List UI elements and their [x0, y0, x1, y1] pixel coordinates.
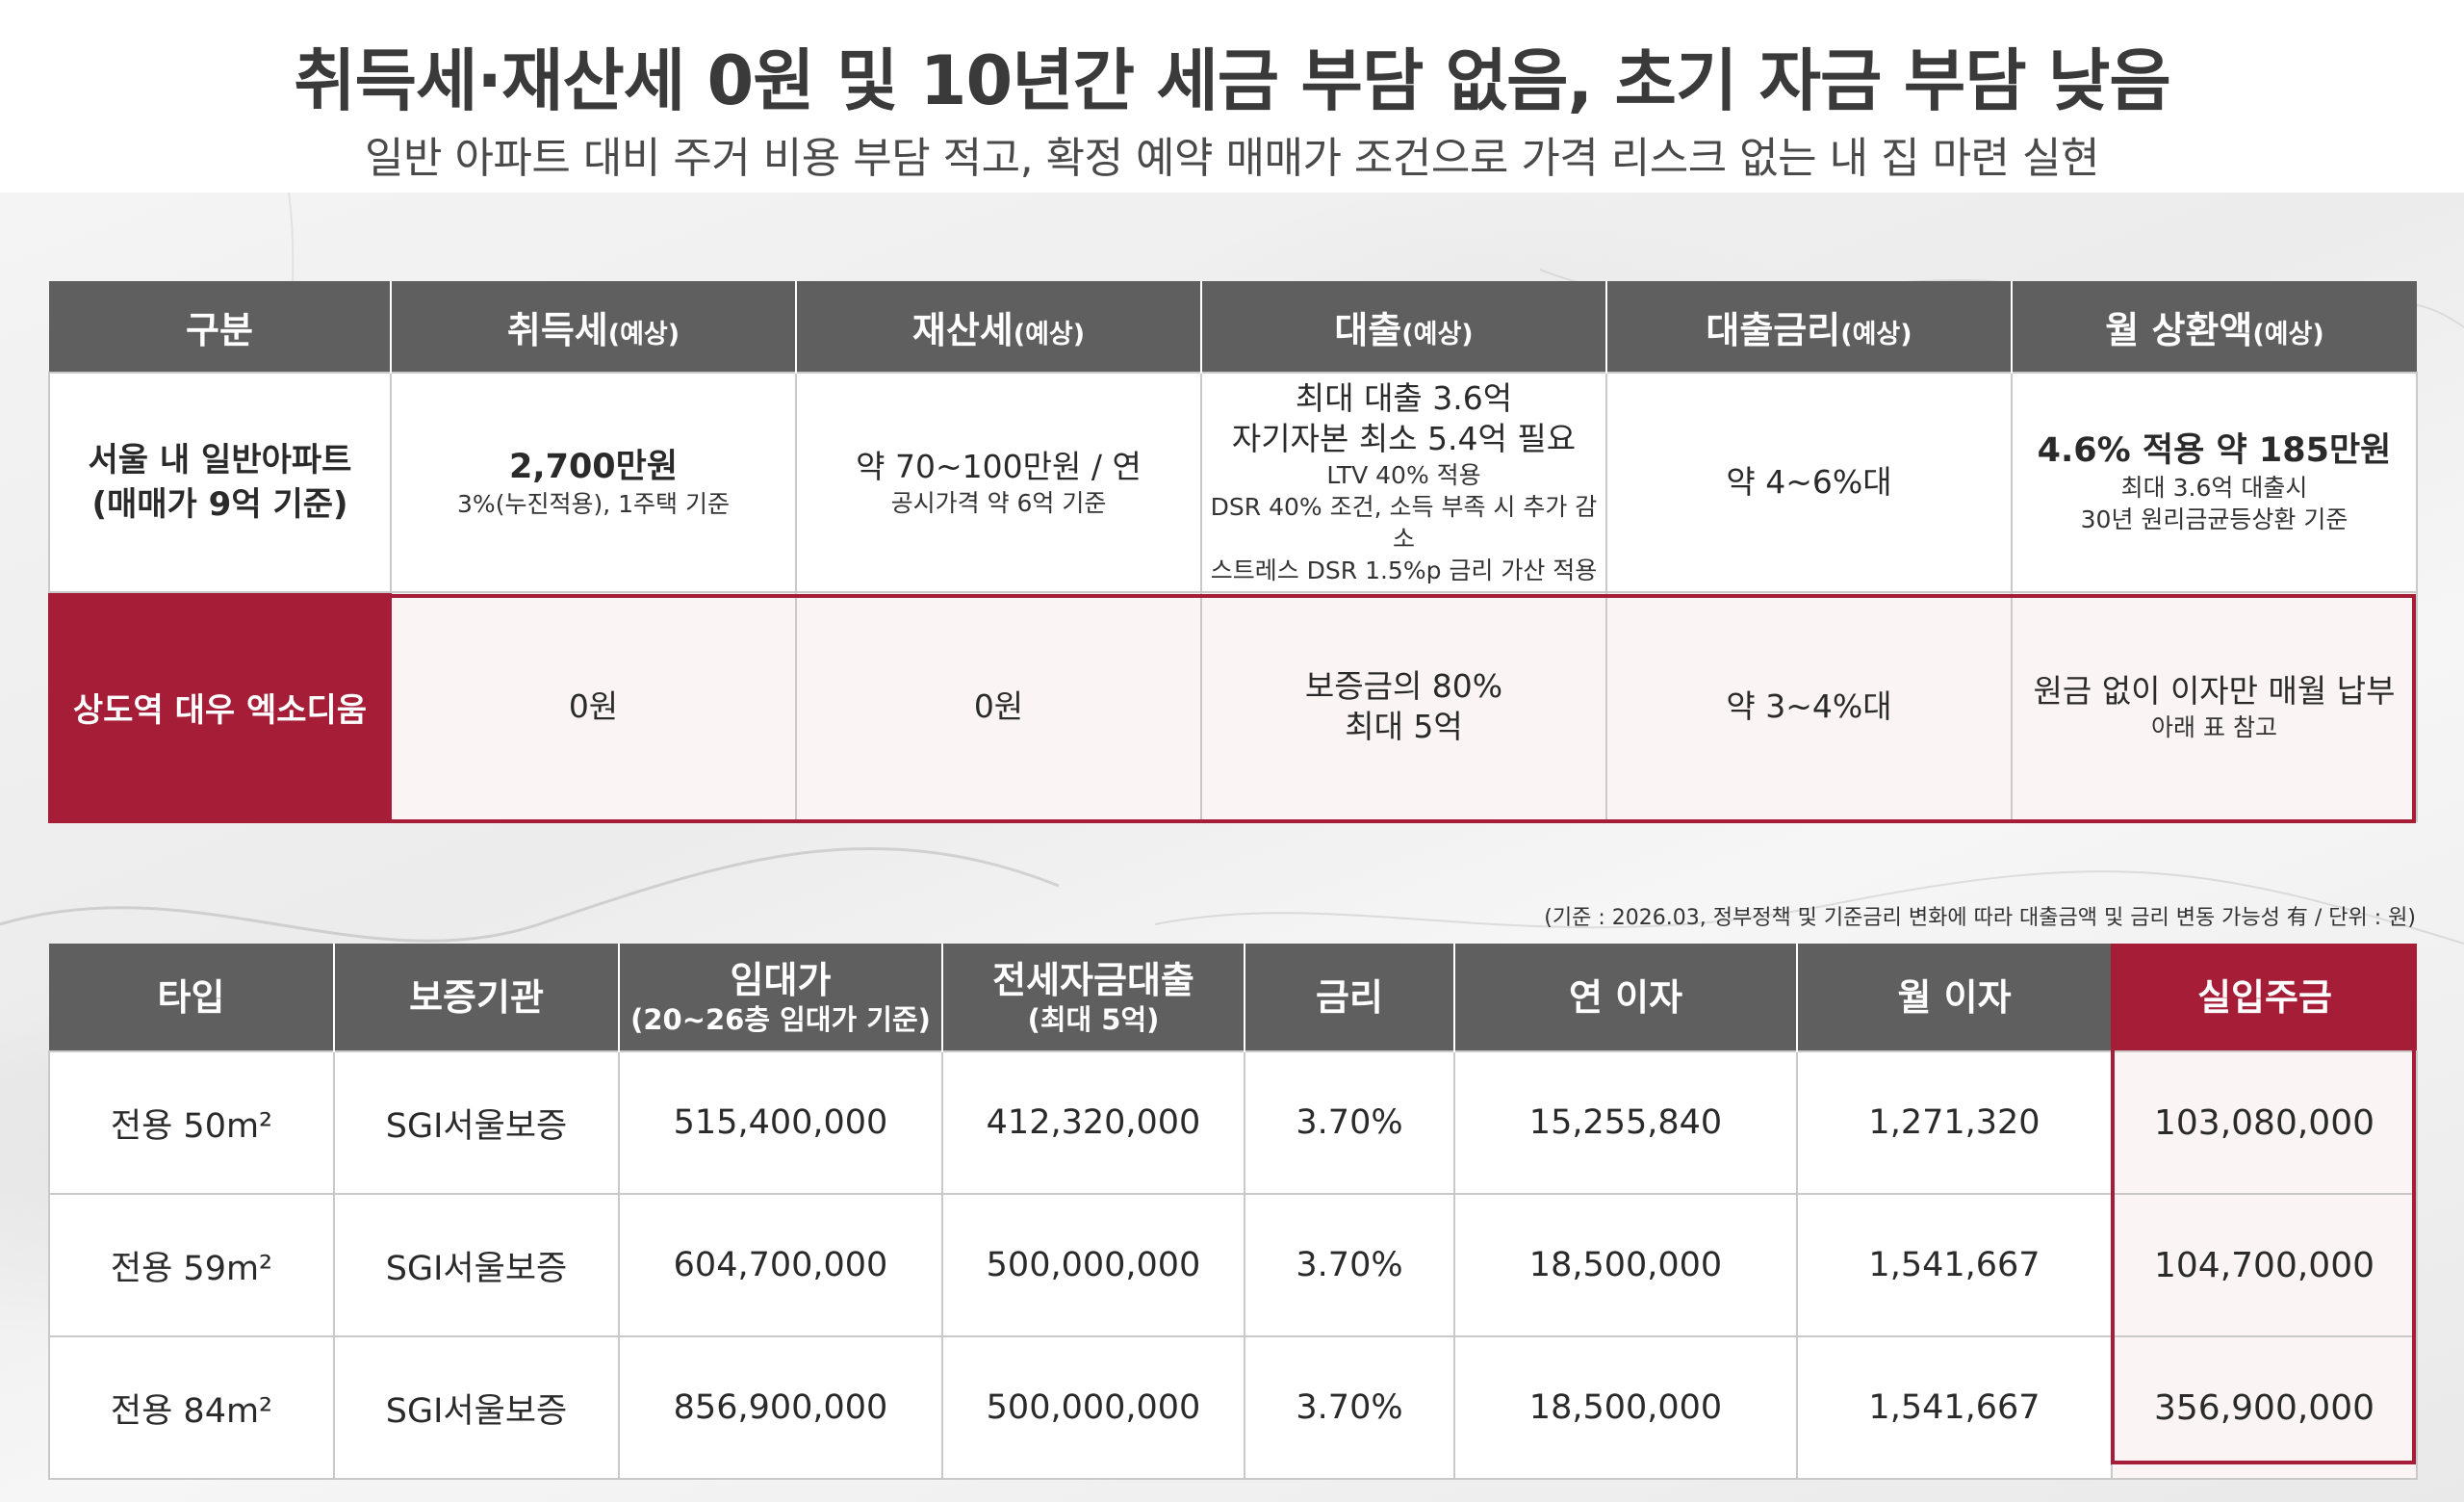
- cell-move-in-funds: 356,900,000: [2111, 1335, 2418, 1480]
- col-header-loan: 대출(예상): [1201, 281, 1607, 373]
- cell-move-in-funds: 103,080,000: [2111, 1050, 2418, 1195]
- cell-move-in-funds: 104,700,000: [2111, 1193, 2418, 1337]
- row-label-highlight: 상도역 대우 엑소디움: [48, 591, 392, 822]
- cell-guarantor: SGI서울보증: [333, 1050, 620, 1195]
- cell-loan-rate: 약 4~6%대: [1605, 372, 2013, 593]
- cell-monthly-payment: 4.6% 적용 약 185만원 최대 3.6억 대출시 30년 원리금균등상환 …: [2011, 372, 2418, 593]
- col-header-monthly-payment: 월 상환액(예상): [2012, 281, 2417, 373]
- cell-rent-price: 604,700,000: [618, 1193, 943, 1337]
- col-header-type: 타입: [49, 944, 335, 1051]
- cell-type: 전용 84m²: [48, 1335, 335, 1480]
- cell-loan: 최대 대출 3.6억 자기자본 최소 5.4억 필요 LTV 40% 적용 DS…: [1200, 372, 1607, 593]
- col-header-acquisition-tax: 취득세(예상): [391, 281, 797, 373]
- col-header-category: 구분: [49, 281, 392, 373]
- cell-loan: 보증금의 80% 최대 5억: [1200, 591, 1607, 822]
- col-header-property-tax: 재산세(예상): [796, 281, 1202, 373]
- cell-type: 전용 50m²: [48, 1050, 335, 1195]
- table-header-row: 타입 보증기관 임대가 (20~26층 임대가 기준) 전세자금대출 (최대 5억)…: [49, 944, 2417, 1051]
- table-row-general-apartment: 서울 내 일반아파트 (매매가 9억 기준) 2,700만원 3%(누진적용),…: [48, 372, 2418, 593]
- cell-monthly-interest: 1,541,667: [1796, 1335, 2113, 1480]
- cell-acquisition-tax: 2,700만원 3%(누진적용), 1주택 기준: [390, 372, 797, 593]
- header: 취득세·재산세 0원 및 10년간 세금 부담 없음, 초기 자금 부담 낮음 …: [0, 0, 2464, 193]
- cell-annual-interest: 18,500,000: [1453, 1193, 1798, 1337]
- table-row: 전용 59m² SGI서울보증 604,700,000 500,000,000 …: [48, 1193, 2418, 1337]
- cell-monthly-interest: 1,271,320: [1796, 1050, 2113, 1195]
- col-header-annual-interest: 연 이자: [1454, 944, 1798, 1051]
- table-header-row: 구분 취득세(예상) 재산세(예상) 대출(예상) 대출금리(예상) 월 상환액…: [49, 281, 2417, 373]
- cell-guarantor: SGI서울보증: [333, 1193, 620, 1337]
- page-title: 취득세·재산세 0원 및 10년간 세금 부담 없음, 초기 자금 부담 낮음: [294, 41, 2171, 120]
- col-header-jeonse-loan: 전세자금대출 (최대 5억): [942, 944, 1245, 1051]
- table-row: 전용 50m² SGI서울보증 515,400,000 412,320,000 …: [48, 1050, 2418, 1195]
- col-header-loan-rate: 대출금리(예상): [1606, 281, 2013, 373]
- col-header-guarantor: 보증기관: [334, 944, 620, 1051]
- cell-rent-price: 515,400,000: [618, 1050, 943, 1195]
- cell-rate: 3.70%: [1244, 1193, 1455, 1337]
- cell-acquisition-tax: 0원: [390, 591, 797, 822]
- cell-rent-price: 856,900,000: [618, 1335, 943, 1480]
- cell-annual-interest: 18,500,000: [1453, 1335, 1798, 1480]
- cell-annual-interest: 15,255,840: [1453, 1050, 1798, 1195]
- table-row: 전용 84m² SGI서울보증 856,900,000 500,000,000 …: [48, 1335, 2418, 1480]
- cell-monthly-payment: 원금 없이 이자만 매월 납부 아래 표 참고: [2011, 591, 2418, 822]
- col-header-monthly-interest: 월 이자: [1797, 944, 2113, 1051]
- cell-jeonse-loan: 412,320,000: [941, 1050, 1245, 1195]
- cell-loan-rate: 약 3~4%대: [1605, 591, 2013, 822]
- footnote: (기준 : 2026.03, 정부정책 및 기준금리 변화에 따라 대출금액 및…: [1544, 906, 2416, 930]
- col-header-rent-price: 임대가 (20~26층 임대가 기준): [619, 944, 943, 1051]
- row-label: 서울 내 일반아파트 (매매가 9억 기준): [48, 372, 392, 593]
- cell-rate: 3.70%: [1244, 1335, 1455, 1480]
- table-row-highlight-property: 상도역 대우 엑소디움 0원 0원 보증금의 80% 최대 5억 약 3~4%대…: [48, 591, 2418, 822]
- col-header-move-in-funds: 실입주금: [2112, 944, 2417, 1051]
- cell-jeonse-loan: 500,000,000: [941, 1193, 1245, 1337]
- col-header-rate: 금리: [1245, 944, 1455, 1051]
- cell-jeonse-loan: 500,000,000: [941, 1335, 1245, 1480]
- cell-property-tax: 약 70~100만원 / 연 공시가격 약 6억 기준: [795, 372, 1202, 593]
- cell-property-tax: 0원: [795, 591, 1202, 822]
- cell-guarantor: SGI서울보증: [333, 1335, 620, 1480]
- unit-cost-table: 타입 보증기관 임대가 (20~26층 임대가 기준) 전세자금대출 (최대 5억)…: [48, 944, 2418, 1480]
- cell-rate: 3.70%: [1244, 1050, 1455, 1195]
- cell-monthly-interest: 1,541,667: [1796, 1193, 2113, 1337]
- page-subtitle: 일반 아파트 대비 주거 비용 부담 적고, 확정 예약 매매가 조건으로 가격…: [365, 134, 2099, 183]
- tax-comparison-table: 구분 취득세(예상) 재산세(예상) 대출(예상) 대출금리(예상) 월 상환액…: [48, 281, 2418, 822]
- cell-type: 전용 59m²: [48, 1193, 335, 1337]
